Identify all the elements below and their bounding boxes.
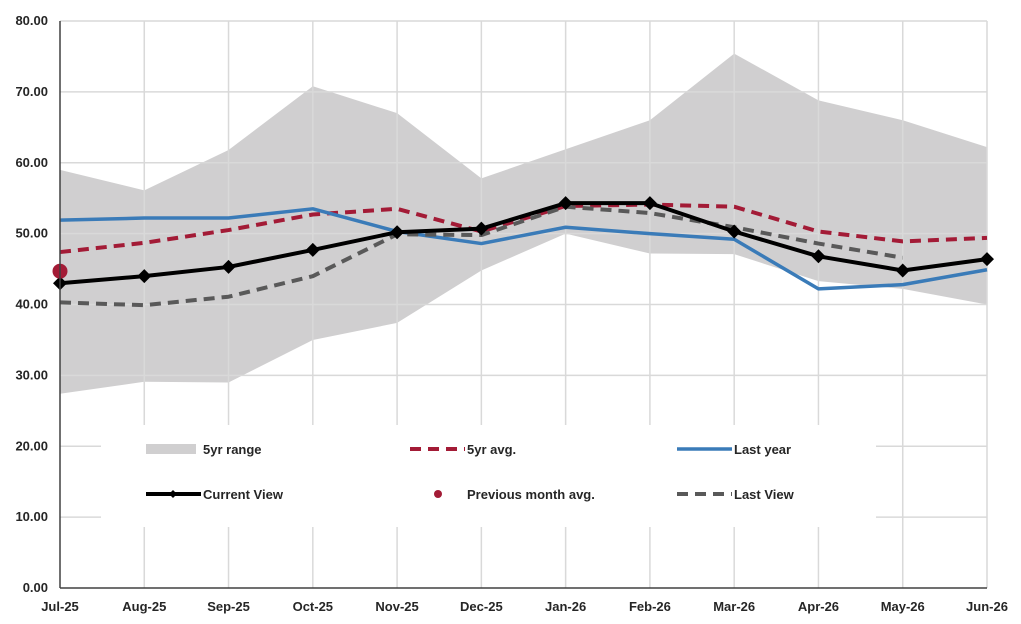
y-tick-label: 80.00 [15, 13, 48, 28]
data-point-current-view [727, 224, 742, 239]
data-point-current-view [137, 269, 152, 284]
data-point-current-view [895, 263, 910, 278]
x-tick-label: Jul-25 [41, 599, 79, 614]
y-tick-label: 50.00 [15, 226, 48, 241]
legend-background [101, 425, 876, 527]
legend-label-current-view: Current View [203, 487, 284, 502]
axis-layer: 0.00 10.00 20.00 30.00 40.00 50.00 60.00 70.00 8… [15, 13, 1008, 614]
y-tick-label: 10.00 [15, 509, 48, 524]
legend-marker-current-view [169, 490, 177, 498]
legend-swatch-previous-month-avg [434, 490, 442, 498]
x-tick-label: Jun-26 [966, 599, 1008, 614]
series-line-5yr-avg [59, 202, 988, 255]
data-point-current-view [474, 221, 489, 236]
data-point-current-view [305, 242, 320, 257]
y-tick-label: 70.00 [15, 84, 48, 99]
y-tick-label: 30.00 [15, 367, 48, 382]
x-tick-label: Jan-26 [545, 599, 586, 614]
y-tick-label: 0.00 [23, 580, 48, 595]
data-point-current-view [811, 249, 826, 264]
legend-label-previous-month-avg: Previous month avg. [467, 487, 595, 502]
data-point-current-view [980, 252, 994, 267]
y-tick-label: 20.00 [15, 438, 48, 453]
legend-label-5yr-range: 5yr range [203, 442, 262, 457]
legend: 5yr range 5yr avg. Last year Current View Pr… [146, 442, 795, 502]
legend-label-5yr-avg: 5yr avg. [467, 442, 516, 457]
data-point-current-view [642, 196, 657, 211]
x-tick-label: Dec-25 [460, 599, 503, 614]
series-line-last-year [59, 207, 988, 291]
legend-label-last-year: Last year [734, 442, 791, 457]
y-tick-label: 40.00 [15, 297, 48, 312]
range-band [60, 53, 987, 394]
legend-swatch-5yr-range [146, 444, 196, 454]
data-point-current-view [221, 259, 236, 274]
series-layer [52, 196, 994, 308]
x-tick-label: Aug-25 [122, 599, 166, 614]
series-line-current-view [59, 201, 988, 286]
x-tick-label: Nov-25 [375, 599, 418, 614]
grid-layer [60, 20, 988, 588]
data-point-current-view [390, 225, 405, 240]
x-tick-label: Mar-26 [713, 599, 755, 614]
legend-label-last-view: Last View [734, 487, 795, 502]
data-point-current-view [558, 196, 573, 211]
x-tick-label: Apr-26 [798, 599, 839, 614]
range-layer [60, 53, 987, 394]
x-tick-label: Feb-26 [629, 599, 671, 614]
x-tick-label: Oct-25 [293, 599, 333, 614]
y-tick-label: 60.00 [15, 155, 48, 170]
x-tick-label: May-26 [881, 599, 925, 614]
x-tick-label: Sep-25 [207, 599, 250, 614]
